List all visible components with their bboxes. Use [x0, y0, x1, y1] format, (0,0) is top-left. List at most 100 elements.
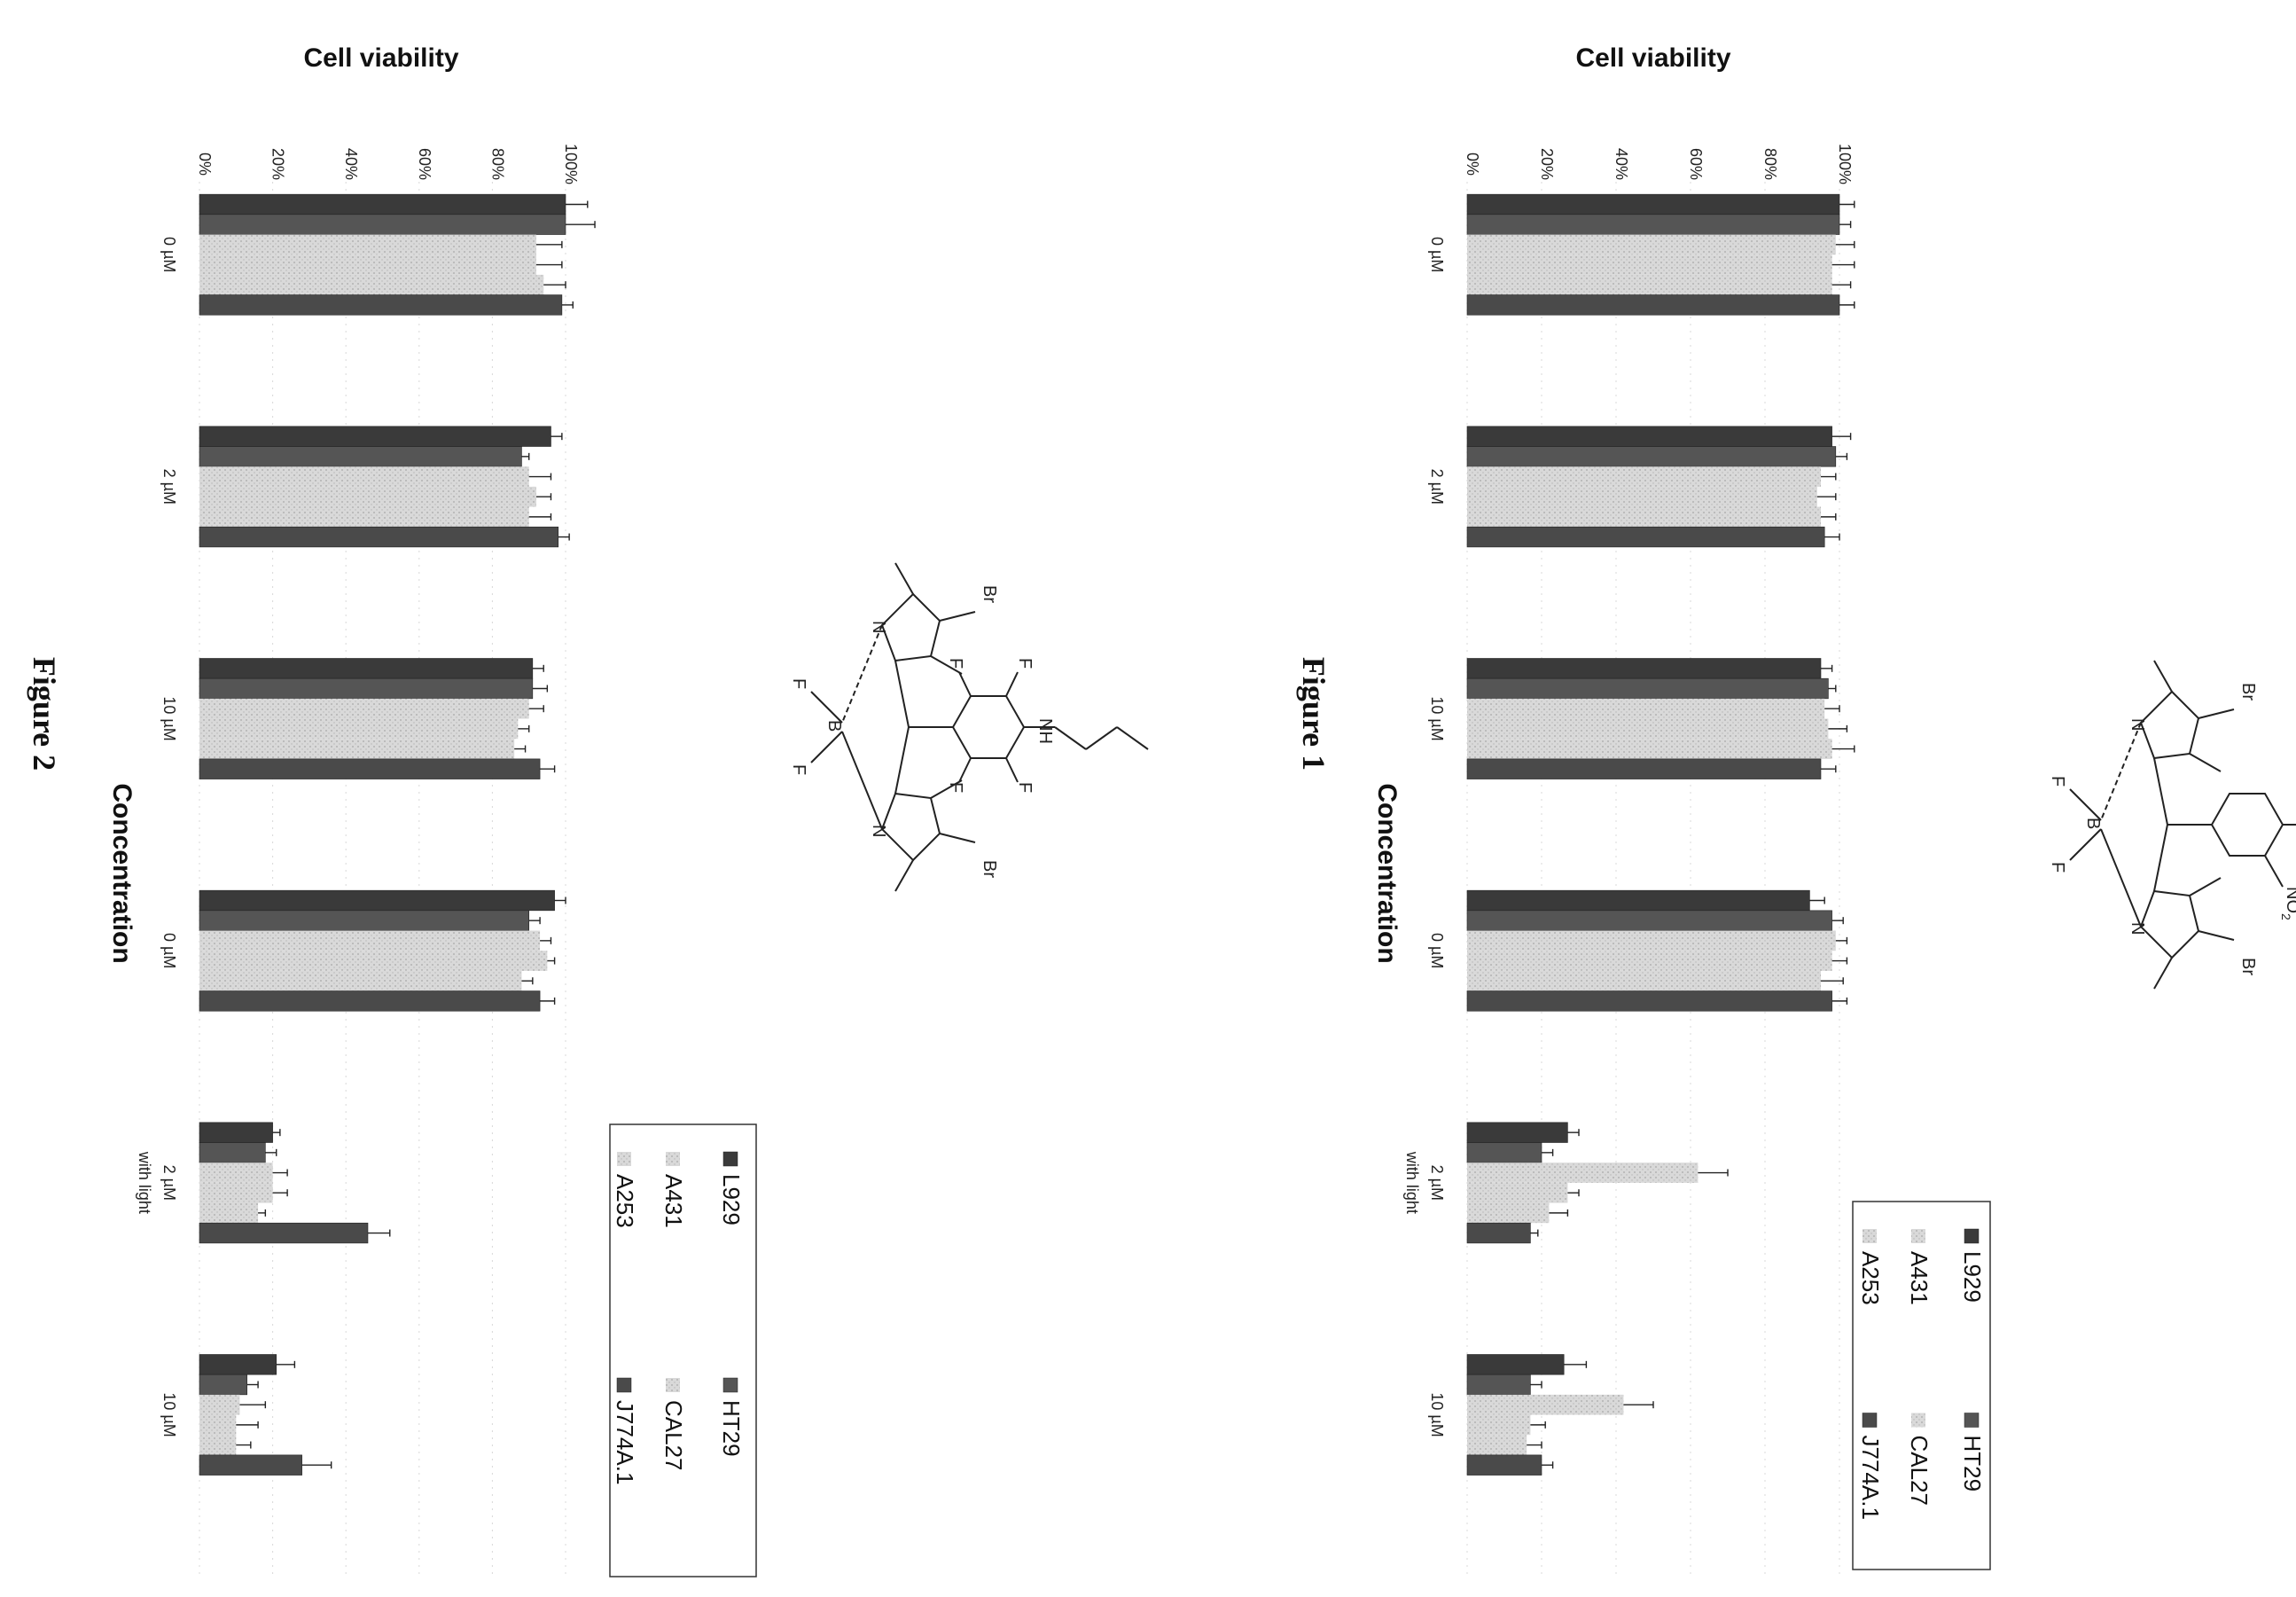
f-label: F [1015, 658, 1035, 669]
bar [199, 910, 530, 931]
figure-1-structure: Br Br N N B F F NH NO2 [2048, 660, 2296, 990]
x-tick-label: 0 µM [1428, 237, 1446, 272]
bar [199, 1354, 277, 1375]
bar [199, 1222, 369, 1244]
x-tick-label: 0 µM [160, 237, 178, 272]
x-tick-label: 0 µM [1428, 933, 1446, 968]
x-tick-label: 10 µM [1428, 1392, 1446, 1437]
f-label: F [946, 782, 965, 793]
f-label: F [789, 764, 808, 775]
n-label: N [869, 825, 888, 837]
bar [1466, 1354, 1565, 1375]
bar [199, 698, 529, 719]
figure-caption: Figure 2 [27, 657, 62, 771]
bar [199, 1374, 247, 1396]
bar [199, 1454, 302, 1476]
bar [199, 677, 534, 700]
y-tick-label: 80% [1761, 148, 1779, 180]
bar [1467, 274, 1832, 295]
x-tick-label: 2 µM [160, 1165, 178, 1201]
figure-caption: Figure 1 [1296, 657, 1332, 771]
bar [1467, 1182, 1568, 1203]
bar [199, 254, 536, 275]
y-tick-label: 0% [196, 153, 214, 176]
y-tick-label: 80% [488, 148, 506, 180]
bar [199, 506, 529, 528]
bar [199, 294, 563, 316]
y-tick-label: 60% [416, 148, 433, 180]
legend-swatch [1862, 1413, 1878, 1428]
bar [1466, 658, 1822, 679]
bar [199, 486, 536, 507]
bar [1467, 1414, 1531, 1436]
x-axis-label: Concentration [1372, 783, 1402, 963]
br-label: Br [980, 860, 999, 878]
bar [1466, 294, 1840, 316]
bar [1467, 254, 1832, 275]
bar [199, 1394, 240, 1415]
bar [199, 1414, 237, 1436]
legend-label: L929 [1959, 1251, 1986, 1303]
bar [1467, 234, 1836, 255]
nh-label: NH [2294, 816, 2296, 842]
bar [199, 526, 559, 548]
bar [199, 214, 566, 235]
legend-label: A253 [1857, 1251, 1884, 1305]
x-axis-label: Concentration [107, 783, 137, 963]
bar [1467, 930, 1836, 951]
bar [199, 426, 551, 447]
bar [199, 234, 536, 255]
br-label: Br [2238, 958, 2258, 975]
y-tick-label: 40% [1613, 148, 1630, 180]
phenyl-ring [2210, 793, 2284, 857]
bar [1466, 677, 1829, 700]
n-label: N [2128, 922, 2147, 935]
bar [199, 1435, 237, 1455]
y-tick-label: 60% [1687, 148, 1705, 180]
x-tick-sublabel: with light [136, 1151, 153, 1214]
legend-label: A253 [612, 1174, 638, 1228]
pyrrole-ring [2139, 690, 2200, 760]
x-tick-label: 10 µM [160, 1392, 178, 1437]
bar [1466, 910, 1832, 931]
legend-label: CAL27 [1906, 1436, 1933, 1507]
bar [1467, 506, 1821, 528]
bar [1467, 1435, 1527, 1455]
bar [199, 193, 566, 215]
y-tick-label: 40% [342, 148, 360, 180]
x-tick-label: 10 µM [1428, 696, 1446, 740]
bar [199, 1163, 273, 1183]
legend-swatch [666, 1152, 680, 1166]
bar [1466, 758, 1822, 779]
b-label: B [824, 720, 844, 732]
legend-swatch [1911, 1229, 1925, 1243]
br-label: Br [2238, 683, 2258, 701]
legend-label: HT29 [718, 1400, 745, 1457]
legend-swatch [616, 1377, 632, 1393]
phenyl-ring [951, 695, 1026, 759]
legend-swatch [722, 1151, 738, 1167]
y-tick-label: 20% [1538, 148, 1556, 180]
y-tick-label: 0% [1464, 153, 1481, 176]
bar [199, 658, 534, 679]
bar [1466, 214, 1840, 235]
legend-swatch [1863, 1229, 1877, 1243]
bar [199, 466, 529, 487]
bar [1467, 486, 1817, 507]
bar [1466, 426, 1832, 447]
bar [1466, 1142, 1542, 1163]
pyrrole-ring [880, 592, 941, 662]
y-tick-label: 20% [269, 148, 287, 180]
bar [199, 889, 555, 912]
legend-swatch [1964, 1228, 1980, 1244]
bar [1467, 466, 1821, 487]
legend-box [1852, 1201, 1991, 1570]
f-label: F [2048, 776, 2067, 787]
figure-1-chart: Cell viability 0% 20% 40% 60% 80% 100% 0 µM 2 µM… [1296, 43, 1991, 1578]
figure-2-chart: Cell viability 0% 20% 40% 60% 80% 100% 0 µM 2 µM… [27, 43, 757, 1578]
x-tick-label: 2 µM [1428, 1165, 1446, 1201]
bar [1467, 739, 1832, 759]
x-tick-label: 2 µM [160, 469, 178, 505]
